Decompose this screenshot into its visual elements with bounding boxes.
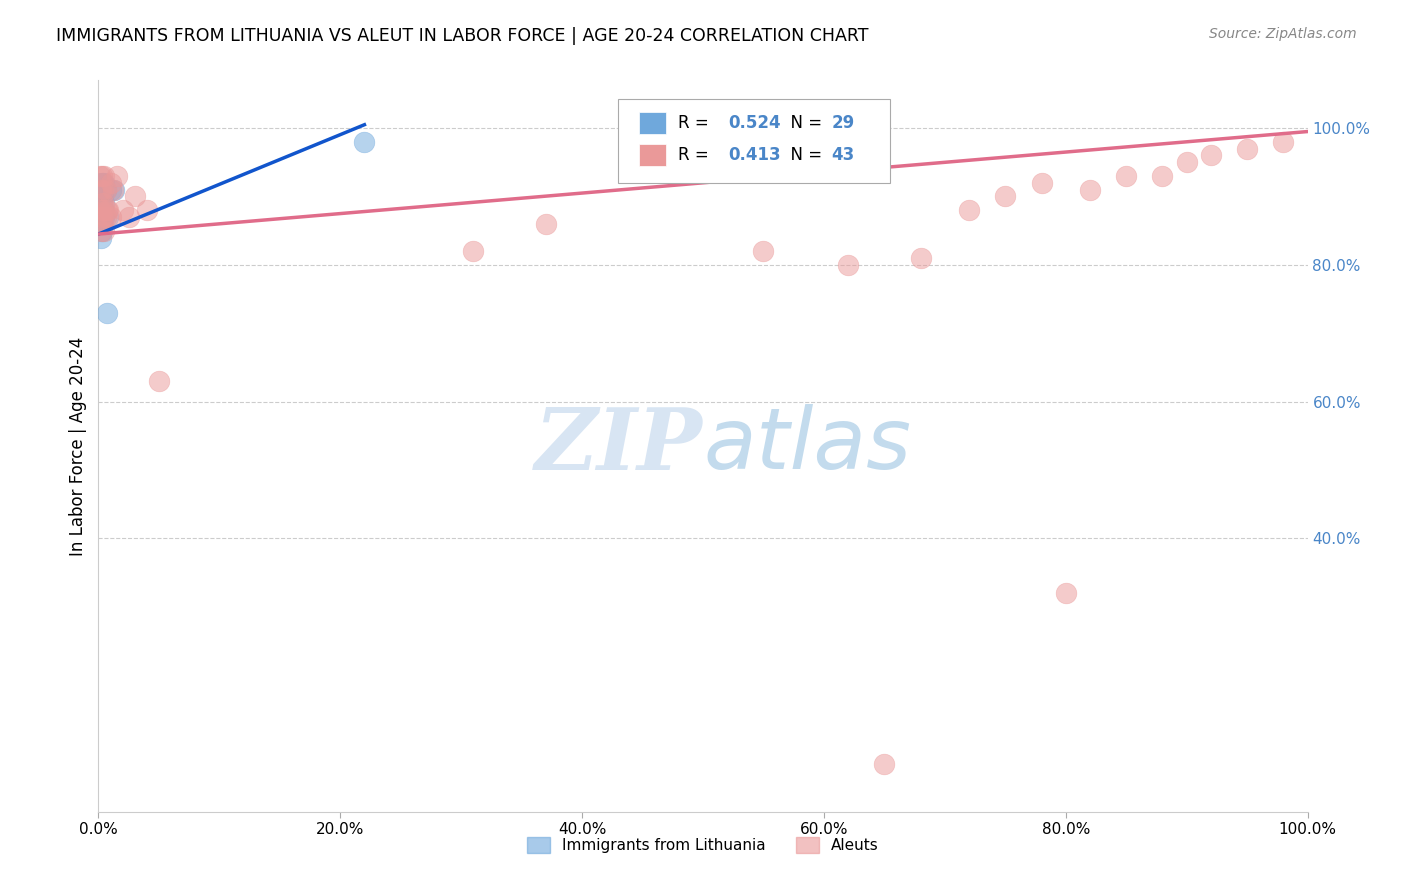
Y-axis label: In Labor Force | Age 20-24: In Labor Force | Age 20-24 <box>69 336 87 556</box>
Point <box>111 203 134 218</box>
Point <box>124 189 146 203</box>
Text: Source: ZipAtlas.com: Source: ZipAtlas.com <box>1209 27 1357 41</box>
Point <box>89 203 111 218</box>
Point <box>534 217 557 231</box>
Point <box>91 217 114 231</box>
Point <box>94 183 117 197</box>
Point <box>91 224 114 238</box>
Text: R =: R = <box>678 113 714 132</box>
Point <box>105 169 128 183</box>
Point <box>1031 176 1053 190</box>
Point <box>91 183 114 197</box>
Point <box>97 210 120 224</box>
Point <box>96 306 118 320</box>
Point <box>93 224 115 238</box>
Point <box>91 183 114 197</box>
Point <box>89 189 111 203</box>
Text: 0.524: 0.524 <box>728 113 780 132</box>
Point <box>1236 142 1258 156</box>
Point <box>93 203 115 218</box>
Point <box>353 135 375 149</box>
Text: atlas: atlas <box>703 404 911 488</box>
Text: N =: N = <box>780 113 828 132</box>
Point <box>91 203 114 218</box>
Point <box>957 203 980 218</box>
Point <box>1199 148 1222 162</box>
Point <box>93 169 115 183</box>
Point <box>91 210 114 224</box>
Point <box>91 217 114 231</box>
Legend: Immigrants from Lithuania, Aleuts: Immigrants from Lithuania, Aleuts <box>520 830 886 859</box>
Point <box>91 169 114 183</box>
Point <box>93 210 115 224</box>
Point <box>463 244 485 259</box>
Point <box>89 217 111 231</box>
Point <box>1175 155 1198 169</box>
Text: 0.413: 0.413 <box>728 146 780 164</box>
Point <box>90 224 112 238</box>
Text: IMMIGRANTS FROM LITHUANIA VS ALEUT IN LABOR FORCE | AGE 20-24 CORRELATION CHART: IMMIGRANTS FROM LITHUANIA VS ALEUT IN LA… <box>56 27 869 45</box>
Text: N =: N = <box>780 146 828 164</box>
Point <box>873 756 896 771</box>
Point <box>1152 169 1174 183</box>
Point <box>90 210 112 224</box>
Point <box>90 176 112 190</box>
Point <box>93 176 115 190</box>
Point <box>97 203 120 218</box>
Point <box>96 203 118 218</box>
Point <box>91 203 114 218</box>
Point <box>994 189 1017 203</box>
Point <box>91 176 114 190</box>
Point <box>89 169 111 183</box>
Point <box>1272 135 1295 149</box>
Point <box>90 183 112 197</box>
Point <box>103 183 125 197</box>
Point <box>91 196 114 211</box>
Point <box>1054 586 1077 600</box>
Point <box>148 374 170 388</box>
Point <box>90 203 112 218</box>
Point <box>89 203 111 218</box>
Point <box>94 183 117 197</box>
Point <box>94 210 117 224</box>
Point <box>101 183 124 197</box>
Point <box>100 176 122 190</box>
Text: ZIP: ZIP <box>536 404 703 488</box>
Point <box>752 244 775 259</box>
Point <box>93 196 115 211</box>
Point <box>89 183 111 197</box>
Point <box>91 196 114 211</box>
Text: 43: 43 <box>831 146 855 164</box>
FancyBboxPatch shape <box>619 99 890 183</box>
Point <box>91 203 114 218</box>
Text: 29: 29 <box>831 113 855 132</box>
Point <box>100 210 122 224</box>
Point <box>91 189 114 203</box>
Point <box>135 203 157 218</box>
Point <box>90 189 112 203</box>
Point <box>91 189 114 203</box>
FancyBboxPatch shape <box>638 112 665 134</box>
Text: R =: R = <box>678 146 714 164</box>
Point <box>910 251 932 265</box>
Point <box>837 258 859 272</box>
Point <box>91 210 114 224</box>
Point <box>90 230 112 244</box>
Point <box>1078 183 1101 197</box>
Point <box>100 183 122 197</box>
FancyBboxPatch shape <box>638 144 665 166</box>
Point <box>91 176 114 190</box>
Point <box>1115 169 1137 183</box>
Point <box>118 210 141 224</box>
